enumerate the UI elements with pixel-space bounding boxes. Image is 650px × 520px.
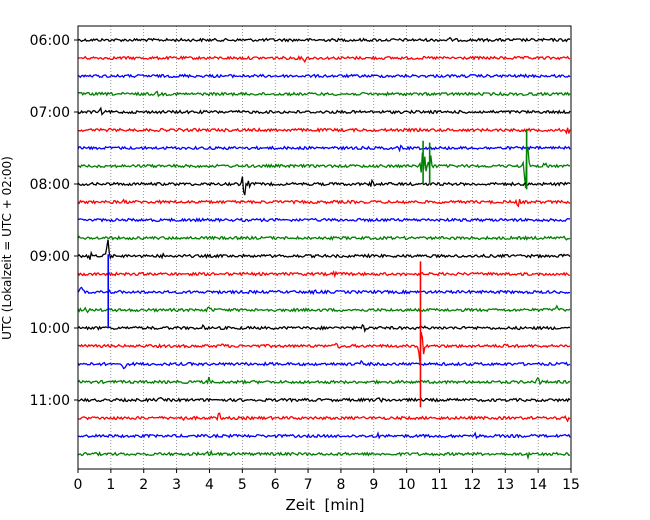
x-tick-label-0: 0 (74, 477, 83, 493)
x-tick-label-6: 6 (271, 477, 280, 493)
x-tick-label-13: 13 (496, 477, 514, 493)
trace-row-11 (77, 235, 571, 241)
x-tick-label-4: 4 (205, 477, 214, 493)
trace-row-20 (78, 396, 571, 404)
trace-row-3 (77, 90, 571, 98)
trace-row-1 (77, 55, 571, 64)
trace-row-21 (77, 412, 571, 423)
x-tick-label-11: 11 (431, 477, 449, 493)
y-tick-label-5: 11:00 (30, 393, 70, 409)
x-tick-label-7: 7 (304, 477, 313, 493)
trace-row-22 (77, 431, 571, 440)
trace-row-15 (77, 304, 571, 314)
x-tick-label-12: 12 (463, 477, 481, 493)
x-axis-ticks: 0 1 2 3 4 5 6 7 8 9 10 11 12 13 14 15 (74, 469, 580, 493)
trace-row-7 (77, 146, 571, 189)
x-tick-label-8: 8 (336, 477, 345, 493)
trace-row-17 (77, 331, 571, 363)
x-tick-label-9: 9 (369, 477, 378, 493)
trace-row-13 (77, 270, 571, 279)
long-spikes (107, 130, 528, 408)
x-tick-label-3: 3 (172, 477, 181, 493)
x-tick-label-15: 15 (562, 477, 580, 493)
trace-row-6 (77, 144, 571, 153)
trace-row-18 (77, 359, 571, 370)
y-tick-label-1: 07:00 (30, 105, 70, 121)
trace-row-4 (77, 106, 571, 116)
y-tick-label-3: 09:00 (30, 249, 70, 265)
x-tick-label-10: 10 (398, 477, 416, 493)
plot-frame (77, 25, 572, 470)
grid-lines (110, 26, 539, 469)
y-tick-label-2: 08:00 (30, 177, 70, 193)
x-axis-label: Zeit [min] (285, 496, 364, 514)
trace-row-9 (77, 198, 571, 208)
trace-row-14 (77, 286, 571, 296)
trace-row-5 (77, 127, 571, 135)
x-tick-label-1: 1 (106, 477, 115, 493)
trace-row-16 (77, 323, 571, 333)
trace-row-19 (77, 376, 571, 386)
x-tick-label-5: 5 (238, 477, 247, 493)
trace-row-8 (77, 176, 571, 196)
x-tick-label-14: 14 (529, 477, 547, 493)
y-tick-label-4: 10:00 (30, 321, 70, 337)
trace-lines (77, 36, 571, 461)
y-axis-ticks: 06:00 07:00 08:00 09:00 10:00 11:00 (30, 33, 78, 409)
trace-row-0 (77, 36, 571, 43)
trace-row-2 (77, 73, 571, 79)
y-axis-label: UTC (Lokalzeit = UTC + 02:00) (0, 156, 14, 340)
trace-row-10 (77, 217, 571, 223)
y-tick-label-0: 06:00 (30, 33, 70, 49)
trace-row-23 (77, 449, 571, 461)
trace-row-12 (77, 239, 571, 260)
x-tick-label-2: 2 (139, 477, 148, 493)
